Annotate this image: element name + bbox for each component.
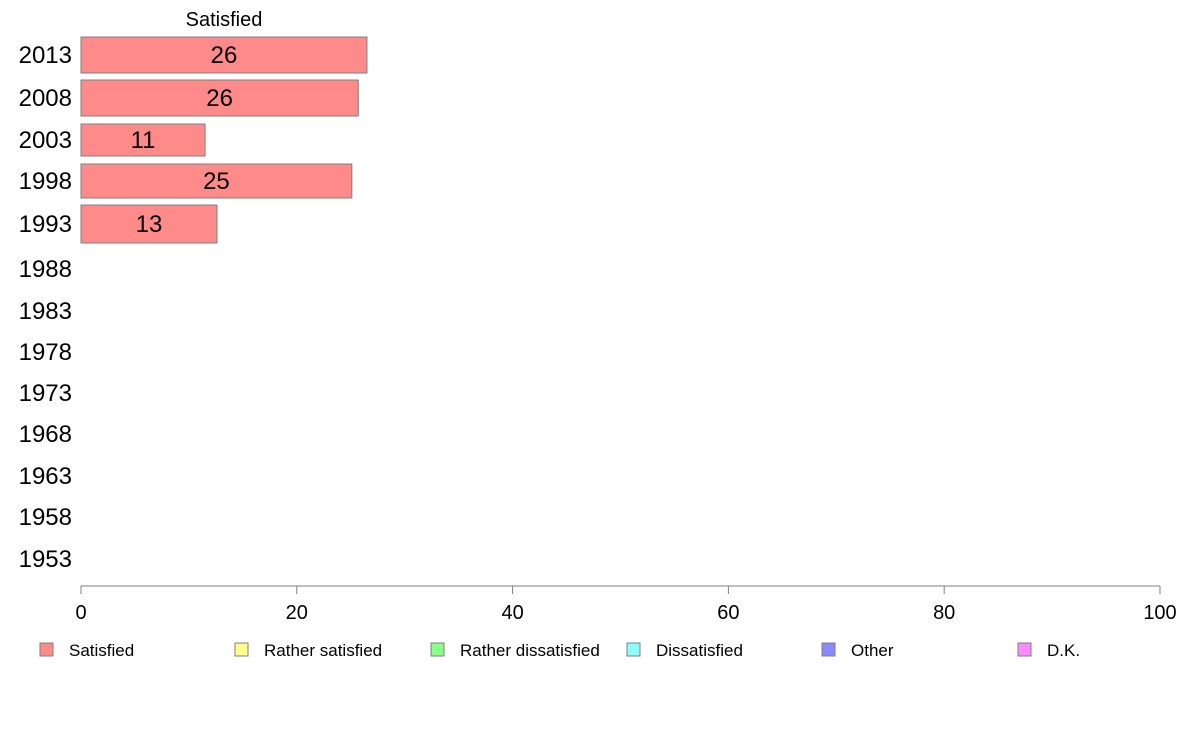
x-tick-label-20: 20 [286, 602, 308, 624]
column-header: Satisfied [186, 9, 263, 31]
category-label-1988: 1988 [19, 256, 72, 283]
category-label-1953: 1953 [19, 546, 72, 573]
category-label-2008: 2008 [19, 85, 72, 112]
category-label-1983: 1983 [19, 298, 72, 325]
bar-1993-satisfied [80, 204, 218, 244]
bar-label-1993: 13 [136, 211, 163, 238]
legend-label-dissatisfied: Dissatisfied [656, 641, 743, 660]
bar-2003-satisfied [80, 123, 206, 157]
legend-label-d-k-: D.K. [1047, 641, 1080, 660]
category-label-2013: 2013 [19, 42, 72, 69]
legend-label-rather-dissatisfied: Rather dissatisfied [460, 641, 600, 660]
legend-swatch-dissatisfied [626, 642, 641, 657]
category-label-1963: 1963 [19, 463, 72, 490]
category-label-1968: 1968 [19, 421, 72, 448]
x-tick-label-60: 60 [717, 602, 739, 624]
x-tick-label-100: 100 [1143, 602, 1176, 624]
legend-swatch-d-k- [1017, 642, 1032, 657]
category-label-1993: 1993 [19, 211, 72, 238]
x-tick-label-40: 40 [501, 602, 523, 624]
bar-label-2008: 26 [206, 85, 233, 112]
category-label-1998: 1998 [19, 168, 72, 195]
bar-label-1998: 25 [203, 168, 230, 195]
legend-swatch-rather-satisfied [234, 642, 249, 657]
bar-label-2013: 26 [211, 42, 238, 69]
legend-label-other: Other [851, 641, 894, 660]
legend-swatch-rather-dissatisfied [430, 642, 445, 657]
legend-swatch-other [821, 642, 836, 657]
legend-label-rather-satisfied: Rather satisfied [264, 641, 382, 660]
legend-swatch-satisfied [39, 642, 54, 657]
category-label-2003: 2003 [19, 127, 72, 154]
category-label-1958: 1958 [19, 504, 72, 531]
bar-label-2003: 11 [131, 127, 156, 154]
bar-2008-satisfied [80, 79, 359, 117]
bar-1998-satisfied [80, 163, 353, 199]
category-label-1973: 1973 [19, 380, 72, 407]
bar-2013-satisfied [80, 36, 368, 74]
category-label-1978: 1978 [19, 339, 72, 366]
x-tick-label-80: 80 [933, 602, 955, 624]
x-tick-label-0: 0 [75, 602, 86, 624]
legend-label-satisfied: Satisfied [69, 641, 134, 660]
